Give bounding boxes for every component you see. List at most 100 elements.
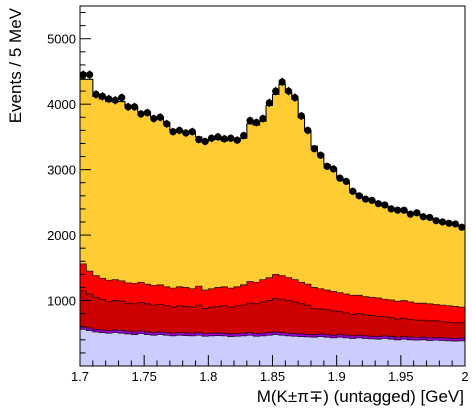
data-point — [387, 205, 395, 213]
data-point — [214, 133, 222, 141]
data-point — [130, 102, 139, 111]
data-point — [284, 86, 293, 96]
data-marker — [445, 219, 453, 227]
data-marker — [105, 95, 113, 103]
data-point — [163, 119, 171, 128]
data-marker — [374, 200, 382, 208]
data-point — [265, 98, 273, 108]
data-point — [297, 111, 305, 121]
data-marker — [317, 151, 325, 159]
area-outline-1 — [80, 326, 465, 339]
data-point — [111, 96, 119, 105]
data-marker — [304, 126, 312, 134]
data-point — [381, 201, 389, 209]
data-point — [355, 192, 363, 200]
data-marker — [195, 135, 203, 144]
data-point — [445, 219, 453, 227]
data-marker — [400, 206, 408, 214]
data-point — [323, 162, 331, 170]
data-point — [233, 136, 241, 145]
y-tick-label: 2000 — [47, 228, 76, 243]
data-marker — [86, 71, 94, 79]
data-marker — [342, 177, 350, 186]
data-marker — [169, 128, 177, 136]
area-outline-3 — [80, 263, 465, 308]
data-marker — [79, 71, 87, 79]
data-marker — [361, 195, 370, 203]
data-marker — [163, 120, 171, 128]
data-marker — [278, 78, 286, 86]
data-point — [458, 223, 466, 231]
data-point — [336, 174, 344, 182]
area-outline-0 — [80, 328, 465, 342]
data-marker — [220, 135, 228, 143]
x-axis-ticks: 1.7 1.75 1.8 1.85 1.9 1.95 2 — [71, 355, 469, 384]
data-marker — [118, 94, 126, 102]
data-point — [227, 134, 235, 143]
data-point — [118, 93, 126, 102]
data-point — [278, 77, 286, 87]
x-tick-label: 1.7 — [71, 369, 89, 384]
data-marker — [381, 201, 389, 209]
data-point — [169, 127, 177, 136]
data-marker — [349, 187, 357, 195]
y-tick-label: 1000 — [47, 294, 76, 309]
data-points — [79, 70, 466, 231]
y-tick-label: 5000 — [47, 32, 76, 47]
data-point — [272, 86, 280, 96]
data-point — [124, 102, 132, 111]
x-tick-label: 1.85 — [260, 369, 285, 384]
data-point — [432, 217, 440, 225]
data-point — [220, 135, 228, 143]
data-point — [291, 93, 299, 102]
x-tick-label: 2 — [461, 369, 468, 384]
data-point — [259, 114, 267, 123]
data-point — [175, 126, 184, 135]
stacked-areas — [80, 78, 465, 367]
x-tick-label: 1.9 — [328, 369, 346, 384]
data-marker — [272, 87, 280, 95]
data-point — [349, 187, 357, 195]
data-marker — [265, 99, 273, 107]
data-marker — [458, 223, 466, 231]
data-marker — [246, 116, 254, 125]
data-marker — [252, 118, 261, 127]
data-point — [201, 137, 209, 146]
data-point — [98, 92, 107, 101]
y-tick-label: 3000 — [47, 163, 76, 178]
data-marker — [394, 206, 402, 214]
data-marker — [284, 87, 293, 95]
data-point — [150, 114, 158, 123]
data-marker — [259, 114, 267, 123]
y-tick-label: 4000 — [47, 97, 76, 112]
data-marker — [419, 213, 427, 221]
x-tick-label: 1.8 — [199, 369, 217, 384]
data-point — [394, 206, 402, 214]
data-marker — [124, 103, 132, 111]
data-marker — [438, 218, 447, 226]
data-point — [400, 206, 408, 214]
data-point — [86, 70, 94, 80]
data-point — [240, 131, 248, 140]
data-marker — [156, 113, 164, 121]
data-marker — [329, 165, 338, 173]
data-point — [406, 210, 415, 218]
data-point — [368, 196, 376, 204]
data-point — [413, 209, 421, 217]
data-marker — [207, 134, 216, 142]
data-marker — [297, 112, 305, 120]
data-marker — [323, 162, 331, 170]
data-marker — [175, 126, 184, 134]
data-marker — [451, 220, 459, 228]
data-point — [195, 135, 203, 144]
data-point — [105, 94, 113, 104]
data-marker — [387, 205, 395, 213]
x-axis-label: M(K±π∓) (untagged) [GeV] — [257, 387, 464, 406]
data-point — [310, 144, 318, 153]
data-marker — [227, 134, 235, 142]
y-axis-label: Events / 5 MeV — [6, 7, 25, 123]
data-point — [419, 213, 427, 221]
data-point — [329, 165, 338, 173]
x-tick-label: 1.95 — [388, 369, 413, 384]
